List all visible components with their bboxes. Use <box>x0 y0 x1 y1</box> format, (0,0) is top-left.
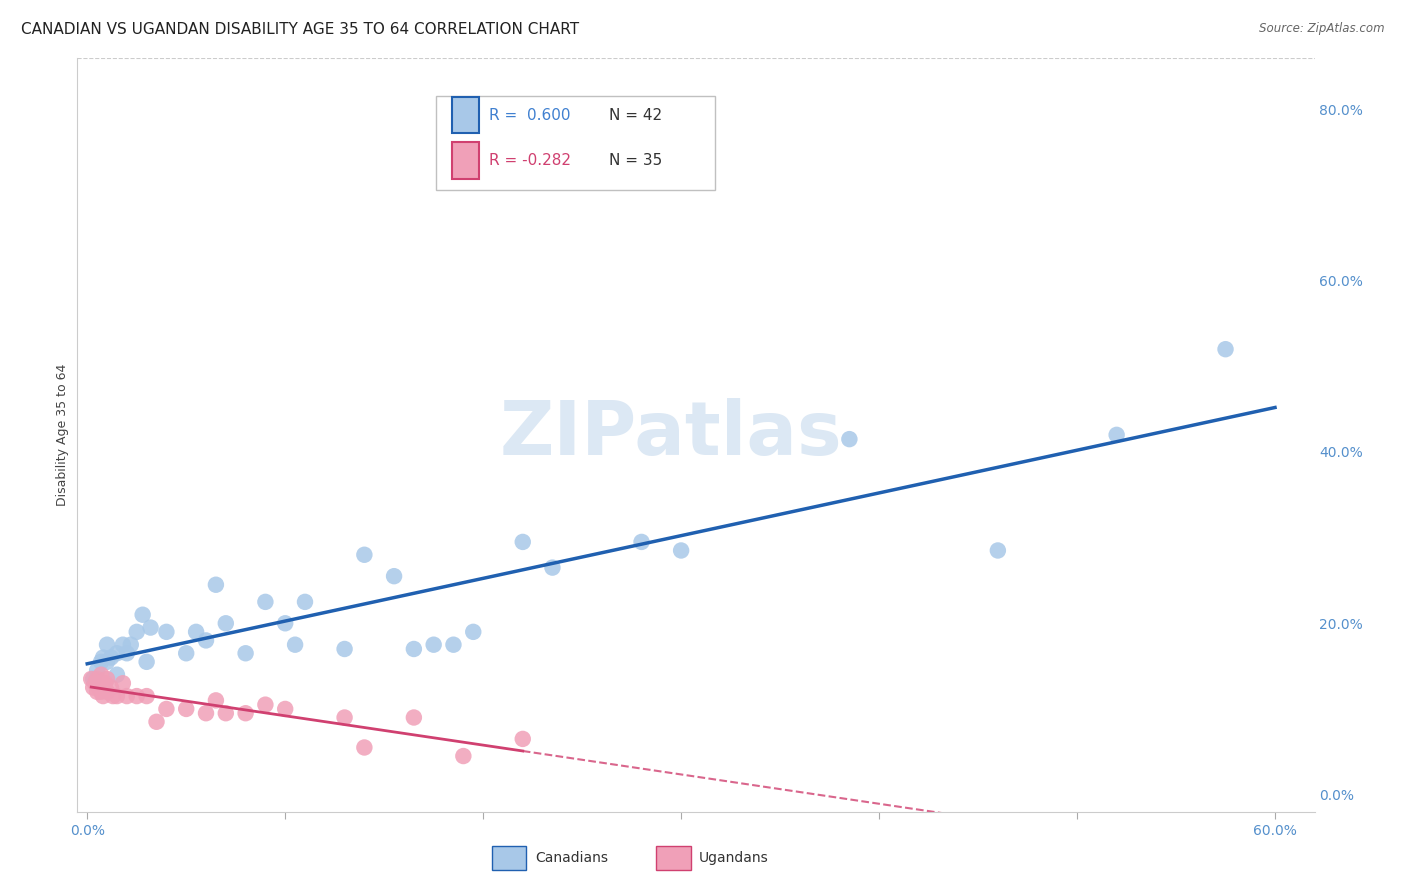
Point <box>101 689 124 703</box>
Point <box>184 624 207 639</box>
Point <box>84 676 107 690</box>
Point <box>1215 342 1237 356</box>
Bar <box>453 97 479 133</box>
FancyBboxPatch shape <box>436 95 714 190</box>
Point <box>333 642 356 657</box>
Point <box>120 638 142 652</box>
Point <box>382 569 405 583</box>
Point <box>80 672 103 686</box>
Point <box>87 681 110 695</box>
Point <box>254 595 277 609</box>
Point <box>155 624 177 639</box>
Point <box>111 638 134 652</box>
Point <box>235 646 257 660</box>
Point <box>105 646 128 660</box>
Point <box>87 676 110 690</box>
Text: R =  0.600: R = 0.600 <box>489 108 571 123</box>
Text: Source: ZipAtlas.com: Source: ZipAtlas.com <box>1260 22 1385 36</box>
Point <box>235 706 257 721</box>
Point <box>82 672 104 686</box>
Point <box>294 595 316 609</box>
Point <box>463 624 485 639</box>
Text: CANADIAN VS UGANDAN DISABILITY AGE 35 TO 64 CORRELATION CHART: CANADIAN VS UGANDAN DISABILITY AGE 35 TO… <box>21 22 579 37</box>
Text: Ugandans: Ugandans <box>699 851 768 864</box>
Point <box>91 676 114 690</box>
Point <box>443 638 465 652</box>
Point <box>838 432 860 446</box>
Bar <box>453 143 479 178</box>
Point <box>135 655 157 669</box>
Point <box>422 638 444 652</box>
Point <box>105 689 128 703</box>
Point <box>86 672 108 686</box>
Point <box>94 676 117 690</box>
Point <box>82 681 104 695</box>
Point <box>630 535 652 549</box>
Bar <box>492 846 526 870</box>
Point <box>174 646 197 660</box>
Point <box>145 714 167 729</box>
Y-axis label: Disability Age 35 to 64: Disability Age 35 to 64 <box>56 364 69 506</box>
Point <box>284 638 307 652</box>
Point <box>274 702 297 716</box>
Point <box>987 543 1010 558</box>
Point <box>115 646 138 660</box>
Point <box>512 535 534 549</box>
Text: R = -0.282: R = -0.282 <box>489 153 571 168</box>
Point <box>669 543 692 558</box>
Point <box>131 607 153 622</box>
Point <box>402 642 425 657</box>
Point <box>96 638 118 652</box>
Point <box>541 560 564 574</box>
Point <box>353 548 375 562</box>
Point <box>105 667 128 681</box>
Point <box>96 655 118 669</box>
Point <box>139 621 162 635</box>
Point <box>96 685 118 699</box>
Point <box>125 624 148 639</box>
Text: N = 42: N = 42 <box>609 108 662 123</box>
Point <box>274 616 297 631</box>
Point <box>91 689 114 703</box>
Point <box>100 681 122 695</box>
Text: ZIPatlas: ZIPatlas <box>501 399 842 471</box>
Point <box>1105 427 1128 442</box>
Point <box>402 710 425 724</box>
Point <box>111 676 134 690</box>
Point <box>453 749 475 764</box>
Text: Canadians: Canadians <box>536 851 609 864</box>
Point <box>91 650 114 665</box>
Point <box>96 672 118 686</box>
Point <box>512 731 534 746</box>
Point <box>90 667 112 681</box>
Point <box>155 702 177 716</box>
Point <box>115 689 138 703</box>
Point <box>205 693 228 707</box>
Point <box>215 706 238 721</box>
Point <box>254 698 277 712</box>
Point <box>135 689 157 703</box>
Point <box>333 710 356 724</box>
Point <box>195 633 218 648</box>
Point <box>353 740 375 755</box>
Point <box>86 685 108 699</box>
Point <box>174 702 197 716</box>
Bar <box>657 846 690 870</box>
Point <box>90 685 112 699</box>
Point <box>125 689 148 703</box>
Point <box>90 655 112 669</box>
Point <box>195 706 218 721</box>
Point <box>215 616 238 631</box>
Point <box>205 578 228 592</box>
Text: N = 35: N = 35 <box>609 153 662 168</box>
Point <box>86 664 108 678</box>
Point <box>100 650 122 665</box>
